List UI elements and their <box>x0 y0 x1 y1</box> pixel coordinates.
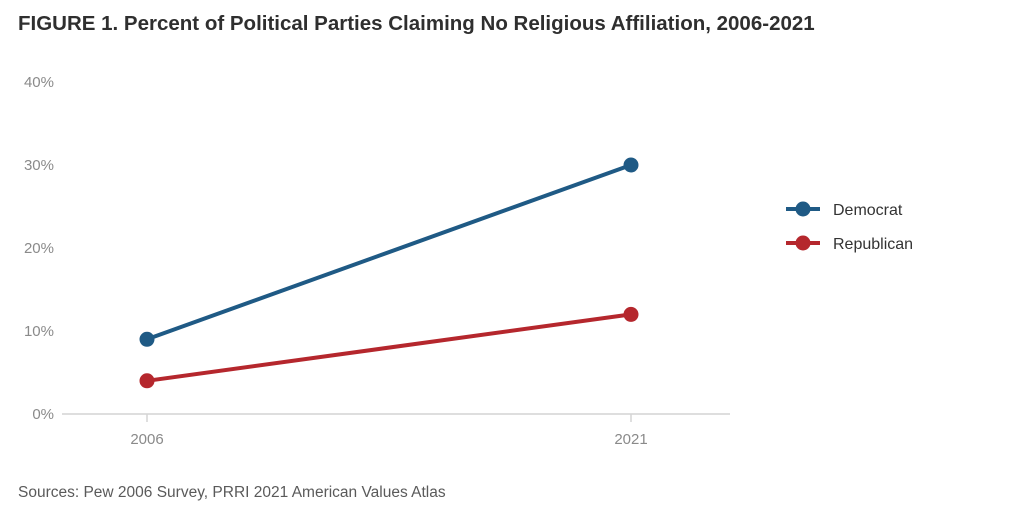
y-axis-ticks: 0% 10% 20% 30% 40% <box>24 74 54 423</box>
legend-democrat-swatch-marker <box>795 201 811 217</box>
chart-title: FIGURE 1. Percent of Political Parties C… <box>18 12 815 35</box>
y-tick-label: 30% <box>24 157 54 174</box>
legend-republican-label: Republican <box>833 236 913 253</box>
republican-line <box>145 312 633 383</box>
democrat-line <box>145 163 633 342</box>
legend-republican-swatch-marker <box>795 235 811 251</box>
y-tick-label: 0% <box>32 406 54 423</box>
democrat-point <box>623 157 639 173</box>
series-lines <box>139 157 639 389</box>
legend: Democrat Republican <box>786 201 913 253</box>
republican-point <box>623 306 639 322</box>
y-tick-label: 40% <box>24 74 54 91</box>
source-note: Sources: Pew 2006 Survey, PRRI 2021 Amer… <box>18 484 446 501</box>
x-axis-ticks: 2006 2021 <box>130 414 648 448</box>
y-tick-label: 10% <box>24 323 54 340</box>
x-tick-label: 2006 <box>130 431 163 448</box>
x-tick-label: 2021 <box>614 431 647 448</box>
legend-democrat-label: Democrat <box>833 202 903 219</box>
y-tick-label: 20% <box>24 240 54 257</box>
democrat-point <box>139 331 155 347</box>
republican-point <box>139 373 155 389</box>
